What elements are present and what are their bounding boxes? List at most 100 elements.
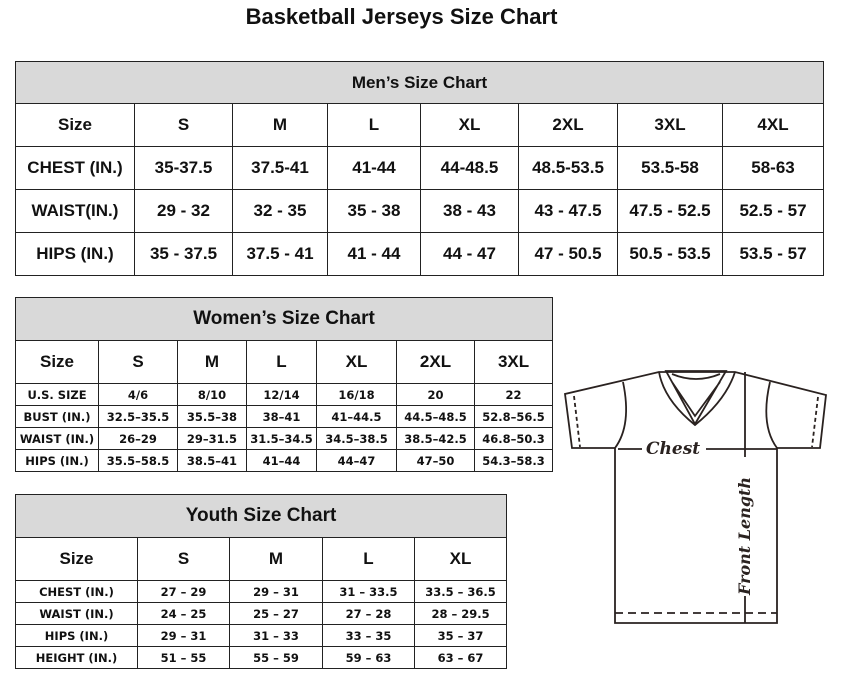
column-header: XL xyxy=(420,103,519,147)
womens-size-table: Women’s Size Chart Size S M L XL 2XL 3XL U.S. SI… xyxy=(14,297,554,472)
table-cell: 38–41 xyxy=(246,405,317,428)
mens-size-table: Men’s Size Chart Size S M L XL 2XL 3XL 4XL CHEST … xyxy=(14,61,825,276)
table-cell: 46.8–50.3 xyxy=(473,427,554,450)
men-table-title: Men’s Size Chart xyxy=(14,61,825,104)
table-cell: 37.5-41 xyxy=(232,146,328,190)
table-header-row: Size S M L XL 2XL 3XL xyxy=(15,340,554,384)
column-header: L xyxy=(327,103,421,147)
table-cell: 47 - 50.5 xyxy=(518,232,618,276)
table-cell: 54.3–58.3 xyxy=(473,449,554,472)
armhole-left xyxy=(614,381,628,449)
row-label: WAIST(IN.) xyxy=(15,189,135,233)
column-header: L xyxy=(322,537,415,581)
table-cell: 63 – 67 xyxy=(413,646,508,669)
table-cell: 29 – 31 xyxy=(137,624,230,647)
table-row: HIPS (IN.) 35 - 37.5 37.5 - 41 41 - 44 44 - … xyxy=(15,232,825,276)
table-cell: 38.5–41 xyxy=(177,449,247,472)
youth-size-table: Youth Size Chart Size S M L XL CHEST (IN.) 27 –… xyxy=(14,494,508,669)
table-cell: 25 – 27 xyxy=(229,602,323,625)
table-cell: 24 – 25 xyxy=(137,602,230,625)
row-label: HIPS (IN.) xyxy=(15,232,135,276)
table-cell: 33.5 – 36.5 xyxy=(413,580,508,603)
column-header: Size xyxy=(15,537,138,581)
table-row: CHEST (IN.) 35-37.5 37.5-41 41-44 44-48.5 48.… xyxy=(15,146,825,190)
table-row: WAIST (IN.) 26–29 29–31.5 31.5–34.5 34.5–38.… xyxy=(15,427,554,450)
table-cell: 58-63 xyxy=(721,146,825,190)
table-cell: 44–47 xyxy=(316,449,397,472)
table-cell: 41–44 xyxy=(246,449,317,472)
table-cell: 48.5-53.5 xyxy=(518,146,618,190)
column-header: S xyxy=(137,537,230,581)
table-cell: 20 xyxy=(396,383,475,406)
row-label: CHEST (IN.) xyxy=(15,146,135,190)
row-label: WAIST (IN.) xyxy=(15,427,99,450)
table-cell: 44-48.5 xyxy=(420,146,519,190)
collar xyxy=(664,370,728,426)
column-header: S xyxy=(98,340,178,384)
table-row: HEIGHT (IN.) 51 – 55 55 – 59 59 – 63 63 – 67 xyxy=(15,646,508,669)
page-title: Basketball Jerseys Size Chart xyxy=(245,4,558,29)
table-cell: 47.5 - 52.5 xyxy=(617,189,723,233)
column-header: Size xyxy=(15,103,135,147)
table-row: WAIST(IN.) 29 - 32 32 - 35 35 - 38 38 - 43 43… xyxy=(15,189,825,233)
row-label: U.S. SIZE xyxy=(15,383,99,406)
youth-table-title: Youth Size Chart xyxy=(14,494,508,538)
table-cell: 44.5–48.5 xyxy=(396,405,475,428)
table-cell: 27 – 28 xyxy=(322,602,415,625)
table-cell: 16/18 xyxy=(316,383,397,406)
table-cell: 27 – 29 xyxy=(137,580,230,603)
table-cell: 29 - 32 xyxy=(134,189,233,233)
table-header-row: Size S M L XL 2XL 3XL 4XL xyxy=(15,103,825,147)
row-label: HIPS (IN.) xyxy=(15,449,99,472)
column-header: Size xyxy=(15,340,99,384)
column-header: M xyxy=(177,340,247,384)
row-label: HIPS (IN.) xyxy=(15,624,138,647)
armhole-right xyxy=(765,381,778,449)
table-cell: 35 - 37.5 xyxy=(134,232,233,276)
table-row: BUST (IN.) 32.5–35.5 35.5–38 38–41 41–44.5 44… xyxy=(15,405,554,428)
shirt-outline xyxy=(564,371,827,624)
column-header: 2XL xyxy=(396,340,475,384)
table-cell: 44 - 47 xyxy=(420,232,519,276)
table-cell: 41-44 xyxy=(327,146,421,190)
row-label: CHEST (IN.) xyxy=(15,580,138,603)
column-header: 4XL xyxy=(721,103,825,147)
sleeve-hem xyxy=(573,395,819,448)
column-header: M xyxy=(232,103,328,147)
table-cell: 32 - 35 xyxy=(232,189,328,233)
table-cell: 29 – 31 xyxy=(229,580,323,603)
table-cell: 35 - 38 xyxy=(327,189,421,233)
table-cell: 35 – 37 xyxy=(413,624,508,647)
table-cell: 50.5 - 53.5 xyxy=(617,232,723,276)
table-cell: 55 – 59 xyxy=(229,646,323,669)
table-cell: 59 – 63 xyxy=(322,646,415,669)
table-cell: 53.5-58 xyxy=(617,146,723,190)
table-cell: 37.5 - 41 xyxy=(232,232,328,276)
table-cell: 35.5–58.5 xyxy=(98,449,178,472)
table-cell: 31 – 33 xyxy=(229,624,323,647)
table-cell: 32.5–35.5 xyxy=(98,405,178,428)
row-label: WAIST (IN.) xyxy=(15,602,138,625)
table-cell: 34.5–38.5 xyxy=(316,427,397,450)
jersey-diagram: Chest Front Length xyxy=(564,370,827,624)
table-cell: 4/6 xyxy=(98,383,178,406)
women-table-title: Women’s Size Chart xyxy=(14,297,554,341)
table-cell: 35.5–38 xyxy=(177,405,247,428)
column-header: XL xyxy=(413,537,508,581)
column-header: 3XL xyxy=(473,340,554,384)
table-cell: 22 xyxy=(473,383,554,406)
table-row: WAIST (IN.) 24 – 25 25 – 27 27 – 28 28 – 29.… xyxy=(15,602,508,625)
table-cell: 31 – 33.5 xyxy=(322,580,415,603)
table-cell: 33 – 35 xyxy=(322,624,415,647)
table-cell: 52.8–56.5 xyxy=(473,405,554,428)
column-header: 2XL xyxy=(518,103,618,147)
table-cell: 38 - 43 xyxy=(420,189,519,233)
column-header: XL xyxy=(316,340,397,384)
table-cell: 41–44.5 xyxy=(316,405,397,428)
row-label: BUST (IN.) xyxy=(15,405,99,428)
table-cell: 43 - 47.5 xyxy=(518,189,618,233)
table-cell: 8/10 xyxy=(177,383,247,406)
table-cell: 47–50 xyxy=(396,449,475,472)
chest-label: Chest xyxy=(646,439,700,459)
column-header: M xyxy=(229,537,323,581)
